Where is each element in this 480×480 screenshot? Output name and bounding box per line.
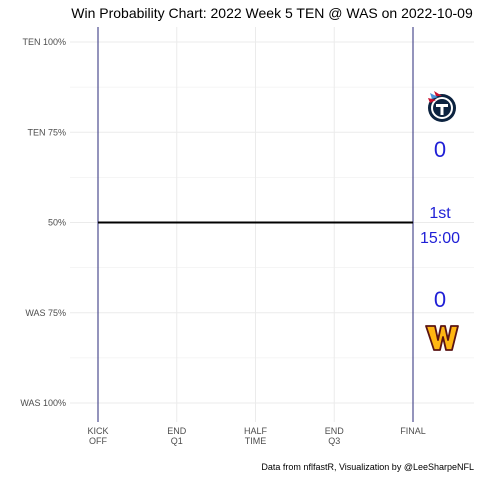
chart-caption: Data from nflfastR, Visualization by @Le… [261,462,474,472]
y-tick-label: TEN 75% [27,127,66,137]
titans-logo [428,91,456,122]
x-tick-label: FINAL [400,426,426,436]
home-score: 0 [434,137,446,162]
y-tick-label: 50% [48,218,66,228]
x-tick-label: END Q3 [325,426,345,446]
x-tick-label: KICK OFF [87,426,108,446]
quarter-label: 1st [429,205,451,222]
x-tick-label: HALF TIME [244,426,268,446]
game-clock: 15:00 [420,230,460,247]
away-score: 0 [434,287,446,312]
y-tick-label: WAS 75% [25,308,66,318]
y-tick-label: TEN 100% [22,37,66,47]
chart-title: Win Probability Chart: 2022 Week 5 TEN @… [71,5,473,21]
x-axis-ticks: KICK OFF END Q1 HALF TIME END Q3 FINAL [87,426,425,446]
commanders-logo [425,325,459,351]
y-axis-ticks: TEN 100% TEN 75% 50% WAS 75% WAS 100% [20,37,66,408]
x-tick-label: END Q1 [167,426,187,446]
game-boundary-lines [97,27,414,422]
y-tick-label: WAS 100% [20,398,66,408]
